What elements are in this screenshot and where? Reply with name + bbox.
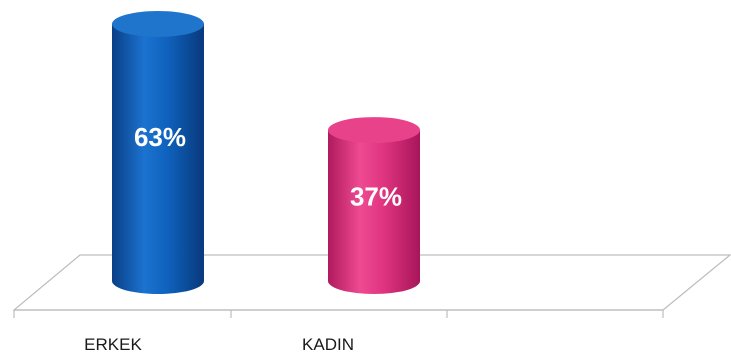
value-label-kadin: 37% <box>350 181 402 211</box>
bar-erkek <box>112 24 204 294</box>
bar-kadin <box>328 130 420 294</box>
category-label-erkek: ERKEK <box>84 335 142 354</box>
bar-top-erkek <box>112 11 204 37</box>
bars-group: 63% 37% <box>112 11 420 294</box>
bar-top-kadin <box>328 117 420 144</box>
category-label-kadin: KADIN <box>302 335 354 354</box>
value-label-erkek: 63% <box>134 122 186 152</box>
